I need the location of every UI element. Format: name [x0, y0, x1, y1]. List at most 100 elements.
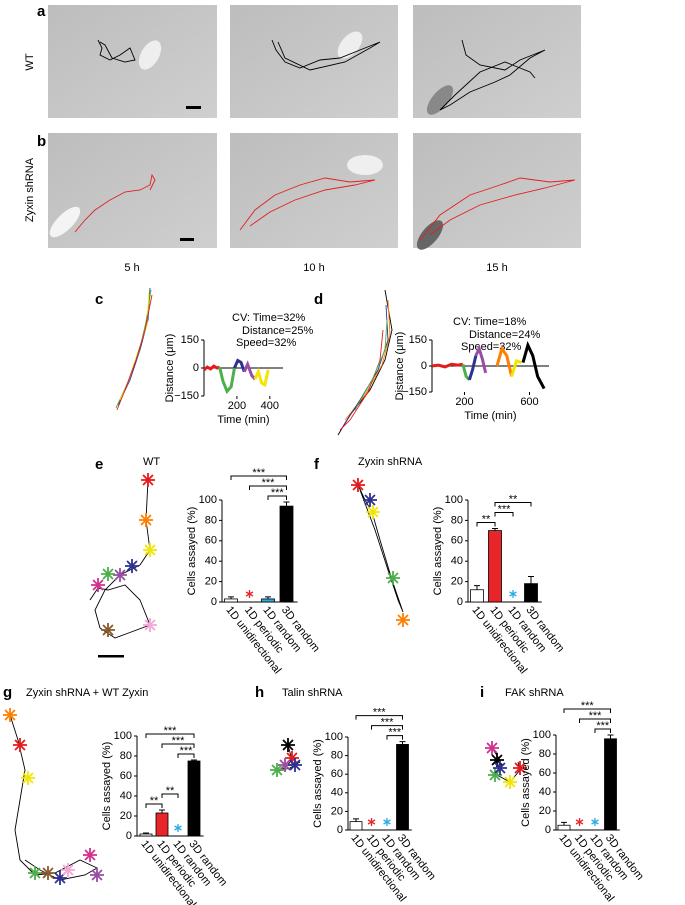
y-tick-label: 80 — [120, 750, 132, 762]
zero-marker — [509, 590, 517, 598]
y-axis-label: Cells assayed (%) — [520, 738, 532, 827]
y-tick-label: 80 — [539, 748, 551, 760]
significance-label: *** — [164, 725, 178, 737]
star-marker — [386, 571, 400, 585]
row-label: Zyxin shRNA — [24, 157, 36, 222]
scale-bar — [98, 655, 124, 658]
line-series — [510, 358, 522, 377]
star-marker — [288, 758, 302, 772]
y-tick-label: −150 — [174, 390, 199, 402]
error-bar — [607, 734, 614, 739]
time-label: 15 h — [486, 262, 507, 274]
zero-marker — [591, 818, 599, 826]
error-bar — [399, 741, 406, 745]
y-tick-label: 60 — [120, 770, 132, 782]
line-series — [467, 355, 478, 381]
zero-marker — [575, 818, 584, 826]
significance-label: *** — [252, 467, 266, 479]
cv-text: CV: Time=18% — [453, 316, 526, 328]
y-tick-label: 20 — [205, 576, 217, 588]
significance-bracket — [594, 728, 611, 733]
panel-label: c — [95, 291, 103, 308]
error-bar — [159, 809, 165, 813]
star-marker — [363, 493, 377, 507]
significance-label: ** — [482, 513, 491, 525]
y-tick-label: 0 — [193, 362, 199, 374]
bar — [470, 589, 484, 603]
star-marker — [366, 505, 380, 519]
line-series — [474, 344, 488, 374]
significance-label: ** — [166, 785, 175, 797]
star-marker — [53, 871, 67, 885]
trajectory-e — [89, 479, 151, 639]
y-tick-label: 40 — [205, 555, 217, 567]
cv-text: Speed=32% — [236, 337, 296, 349]
y-tick-label: 150 — [409, 334, 427, 346]
error-bar — [528, 576, 534, 584]
zero-marker — [174, 824, 182, 832]
line-series — [461, 363, 471, 381]
star-marker — [490, 753, 504, 767]
y-tick-label: 100 — [445, 494, 463, 506]
y-tick-label: 100 — [325, 731, 343, 743]
y-axis-label: Cells assayed (%) — [432, 507, 444, 596]
cv-text: CV: Time=32% — [232, 312, 305, 324]
x-axis-label: Time (min) — [217, 414, 269, 426]
significance-label: *** — [381, 717, 395, 729]
time-label: 10 h — [303, 262, 324, 274]
star-marker — [83, 848, 97, 862]
y-tick-label: 20 — [451, 576, 463, 588]
x-axis-label: Time (min) — [464, 410, 516, 422]
star-marker — [278, 758, 292, 772]
star-marker — [493, 761, 507, 775]
panel-label: a — [37, 3, 46, 20]
y-tick-label: 20 — [539, 805, 551, 817]
error-bar — [191, 759, 197, 761]
row-label: WT — [24, 53, 36, 70]
panel-label: i — [480, 684, 484, 701]
significance-bracket — [145, 733, 195, 738]
error-bar — [353, 818, 359, 822]
bar — [155, 812, 169, 837]
y-tick-label: 80 — [331, 750, 343, 762]
bar — [279, 505, 294, 603]
y-tick-label: 40 — [451, 555, 463, 567]
y-tick-label: 0 — [545, 824, 551, 836]
y-tick-label: 60 — [331, 768, 343, 780]
star-marker — [41, 866, 55, 880]
trajectory-c — [115, 287, 153, 411]
y-axis-label: Cells assayed (%) — [101, 742, 113, 831]
chart-title: FAK shRNA — [505, 687, 564, 699]
significance-bracket — [563, 708, 611, 713]
significance-label: *** — [596, 720, 610, 732]
y-axis-label: Cells assayed (%) — [186, 507, 198, 596]
significance-label: ** — [150, 795, 159, 807]
star-marker — [3, 708, 17, 722]
star-marker — [485, 741, 499, 755]
y-axis-label: Distance (μm) — [394, 332, 406, 401]
y-tick-label: 60 — [205, 535, 217, 547]
line-series — [233, 358, 246, 373]
significance-bracket — [476, 522, 496, 527]
star-marker — [513, 761, 527, 775]
error-bar — [143, 832, 149, 834]
significance-label: *** — [271, 487, 285, 499]
error-bar — [283, 501, 290, 507]
line-series — [253, 367, 270, 388]
chart-title: Talin shRNA — [282, 687, 343, 699]
panel-label: f — [314, 456, 320, 473]
line-series — [203, 364, 221, 372]
y-tick-label: 40 — [331, 787, 343, 799]
star-marker — [488, 768, 502, 782]
y-tick-label: 20 — [331, 805, 343, 817]
significance-bracket — [161, 793, 179, 798]
significance-label: *** — [498, 503, 512, 515]
star-markers — [3, 473, 527, 885]
significance-bracket — [579, 718, 611, 723]
error-bar — [228, 596, 234, 599]
significance-bracket — [145, 803, 163, 808]
y-axis-label: Distance (μm) — [164, 334, 176, 403]
star-marker — [503, 775, 517, 789]
micrograph-row-wt — [48, 5, 581, 118]
